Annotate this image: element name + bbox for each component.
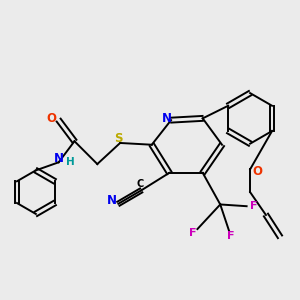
Text: N: N [54,152,64,165]
Text: N: N [162,112,172,125]
Text: F: F [250,200,257,211]
Text: F: F [227,231,235,241]
Text: F: F [190,228,197,238]
Text: O: O [46,112,56,125]
Text: H: H [65,157,74,167]
Text: O: O [252,165,262,178]
Text: C: C [137,179,144,189]
Text: N: N [107,194,117,207]
Text: S: S [114,132,123,145]
